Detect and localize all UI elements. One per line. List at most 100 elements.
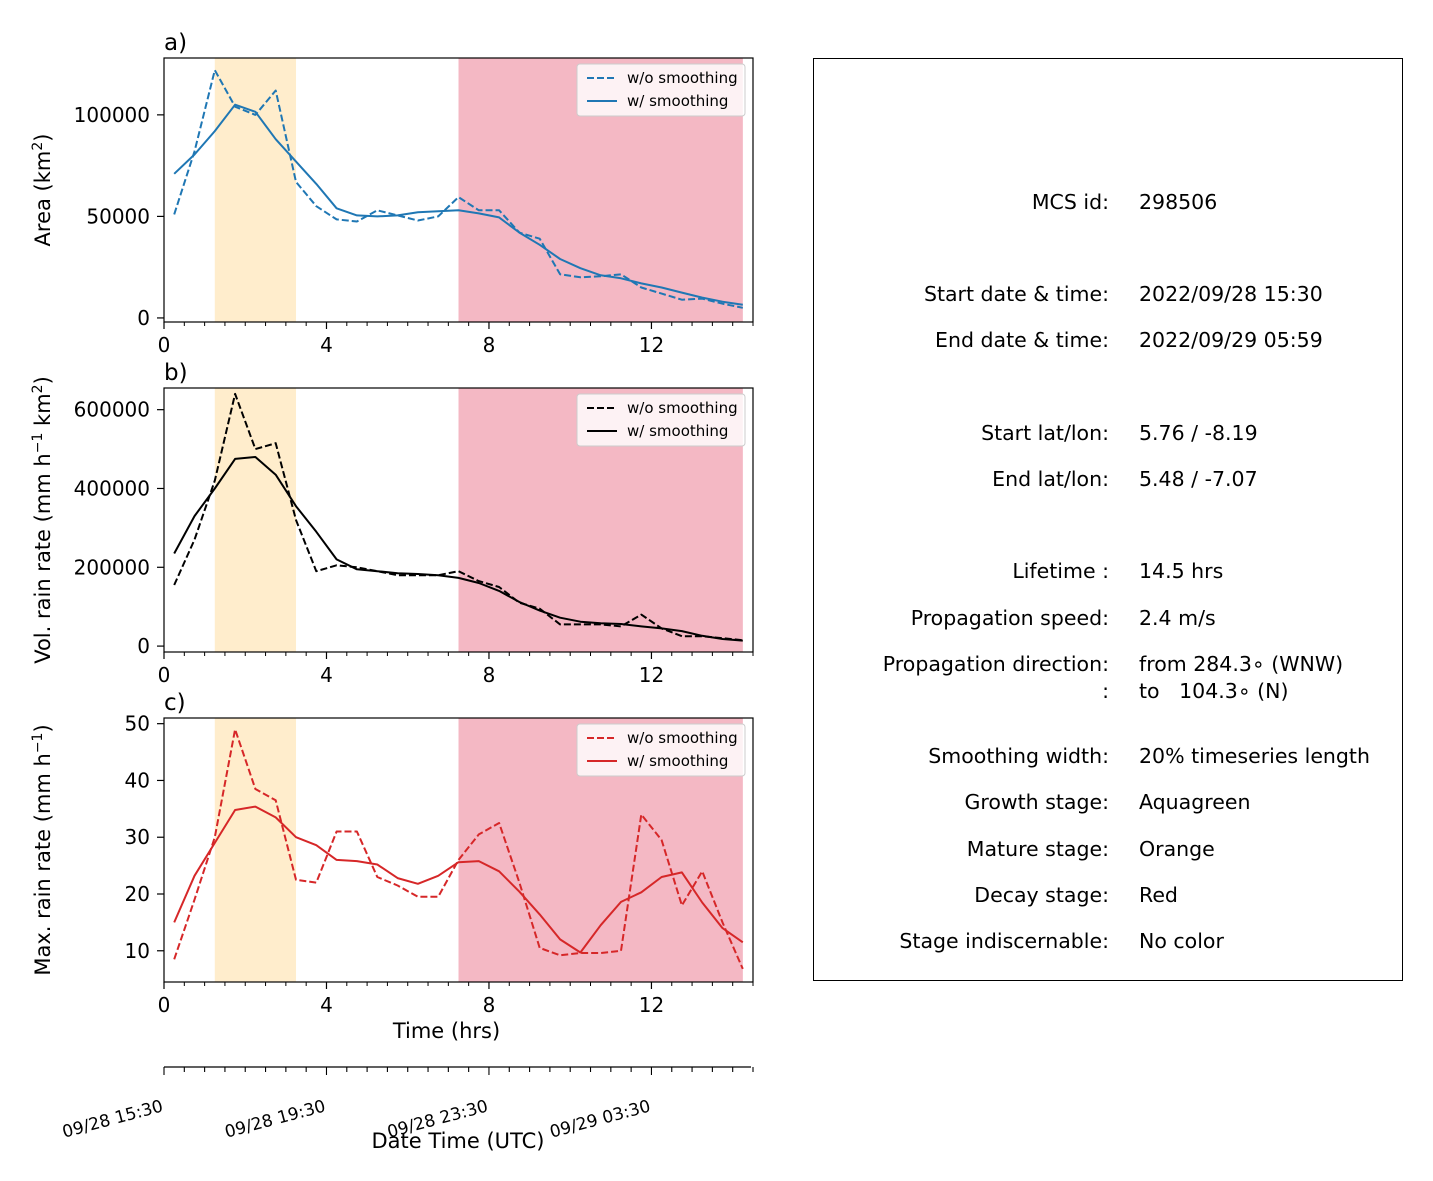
info-row-start-latlon: Start lat/lon: 5.76 / -8.19 [814, 421, 1404, 447]
info-key: End lat/lon: [992, 467, 1109, 491]
date-axis-label: Date Time (UTC) [372, 1129, 545, 1153]
y-tick-label: 400000 [74, 476, 150, 500]
y-tick-label: 600000 [74, 398, 150, 422]
panel-c: 0 4 8 12 10 20 30 40 50 c) Max. rain rate (mm h−1)… [30, 690, 754, 1043]
info-row-end-time: End date & time: 2022/09/29 05:59 [814, 328, 1404, 354]
x-tick-label: 0 [158, 993, 171, 1017]
x-tick-label: 4 [320, 993, 333, 1017]
info-key: Lifetime : [1012, 559, 1109, 583]
info-value: Red [1139, 883, 1178, 907]
info-key: Start lat/lon: [981, 421, 1109, 445]
panel-b: 0 4 8 12 0 200000 400000 600000 b) Vol. rain rate… [30, 360, 754, 687]
legend-label: w/ smoothing [627, 752, 728, 770]
info-row-lifetime: Lifetime : 14.5 hrs [814, 559, 1404, 585]
x-tick-label: 12 [639, 663, 664, 687]
y-axis-label-text: ) [31, 724, 55, 732]
date-tick-label: 09/28 19:30 [223, 1097, 328, 1143]
info-row-mcs-id: MCS id: 298506 [814, 190, 1404, 216]
y-axis-label-text: ) [31, 134, 55, 142]
info-value: 20% timeseries length [1139, 744, 1370, 768]
axes-frame [163, 387, 754, 653]
mature-stage-shading [214, 388, 297, 652]
series-unsmoothed-line [173, 392, 743, 642]
info-row-propagation-speed: Propagation speed: 2.4 m/s [814, 606, 1404, 632]
y-axis-label-superscript: −1 [30, 433, 46, 454]
series-unsmoothed-line [173, 69, 743, 309]
legend-label: w/o smoothing [627, 399, 738, 417]
info-key: Growth stage: [964, 790, 1109, 814]
y-tick-label: 40 [125, 768, 150, 792]
x-tick-label: 12 [639, 993, 664, 1017]
info-key: End date & time: [935, 328, 1109, 352]
info-key: MCS id: [1031, 190, 1109, 214]
legend-label: w/ smoothing [627, 422, 728, 440]
panel-letter: b) [164, 360, 188, 386]
info-value: 5.76 / -8.19 [1139, 421, 1258, 445]
y-tick-label: 50 [125, 712, 150, 736]
series-unsmoothed-line [173, 728, 744, 970]
info-row-propagation-direction: Propagation direction: from 284.3∘ (WNW) [814, 652, 1404, 678]
date-tick-label: 09/29 03:30 [548, 1097, 653, 1143]
x-tick-label: 8 [483, 333, 496, 357]
info-panel: MCS id: 298506 Start date & time: 2022/0… [813, 58, 1403, 981]
panel-a: 0 4 8 12 0 50000 100000 a) Area (km2) w/o smoothi… [30, 30, 754, 357]
info-row-start-time: Start date & time: 2022/09/28 15:30 [814, 282, 1404, 308]
series-smoothed-line [173, 456, 743, 642]
info-value: 298506 [1139, 190, 1218, 214]
y-tick-label: 30 [125, 825, 150, 849]
info-row-mature-stage: Mature stage: Orange [814, 837, 1404, 863]
x-tick-label: 4 [320, 663, 333, 687]
series-smoothed-line [173, 103, 743, 306]
info-value: 5.48 / -7.07 [1139, 467, 1258, 491]
y-tick-label: 0 [137, 306, 150, 330]
legend-box [576, 723, 746, 777]
info-value: from 284.3∘ (WNW) [1139, 652, 1344, 676]
info-value: Orange [1139, 837, 1215, 861]
y-tick-label: 20 [125, 882, 150, 906]
legend-label: w/o smoothing [627, 729, 738, 747]
y-axis-label-superscript: 2 [30, 142, 46, 151]
y-axis-label-text: Vol. rain rate (mm h [31, 453, 55, 664]
info-key: Propagation speed: [910, 606, 1109, 630]
x-tick-label: 8 [483, 993, 496, 1017]
info-row-stage-indiscernable: Stage indiscernable: No color [814, 929, 1404, 955]
y-axis-label: Vol. rain rate (mm h−1 km2) [30, 376, 55, 664]
info-key: Propagation direction: [882, 652, 1109, 676]
y-axis-label: Max. rain rate (mm h−1) [30, 724, 55, 975]
info-row-growth-stage: Growth stage: Aquagreen [814, 790, 1404, 816]
y-axis-label-text: Max. rain rate (mm h [31, 753, 55, 976]
panel-letter: c) [164, 690, 186, 716]
info-key: : [1102, 679, 1109, 703]
y-tick-label: 10 [125, 939, 150, 963]
x-axis-label: Time (hrs) [392, 1019, 500, 1043]
x-tick-label: 12 [639, 333, 664, 357]
axes-frame [163, 717, 754, 983]
y-axis-label-superscript: −1 [30, 733, 46, 754]
x-tick-label: 8 [483, 663, 496, 687]
legend-box [576, 393, 746, 447]
info-value: 2022/09/28 15:30 [1139, 282, 1323, 306]
y-axis-label-text: Area (km [31, 151, 55, 247]
info-value: to 104.3∘ (N) [1139, 679, 1289, 703]
date-tick-label: 09/28 15:30 [60, 1097, 165, 1143]
series-smoothed-line [173, 805, 744, 954]
y-tick-label: 100000 [74, 103, 150, 127]
legend-box [576, 63, 746, 117]
info-key: Smoothing width: [928, 744, 1109, 768]
y-axis-label-superscript: 2 [30, 384, 46, 393]
info-value: No color [1139, 929, 1224, 953]
legend-label: w/o smoothing [627, 69, 738, 87]
mature-stage-shading [214, 58, 297, 322]
info-value: 14.5 hrs [1139, 559, 1224, 583]
x-tick-label: 4 [320, 333, 333, 357]
info-value: 2.4 m/s [1139, 606, 1216, 630]
info-key: Decay stage: [974, 883, 1109, 907]
legend-label: w/ smoothing [627, 92, 728, 110]
info-value: 2022/09/29 05:59 [1139, 328, 1323, 352]
y-tick-label: 50000 [86, 204, 150, 228]
x-tick-label: 0 [158, 663, 171, 687]
info-key: Stage indiscernable: [899, 929, 1109, 953]
info-key: Start date & time: [923, 282, 1109, 306]
y-tick-label: 0 [137, 634, 150, 658]
panel-letter: a) [164, 30, 187, 56]
